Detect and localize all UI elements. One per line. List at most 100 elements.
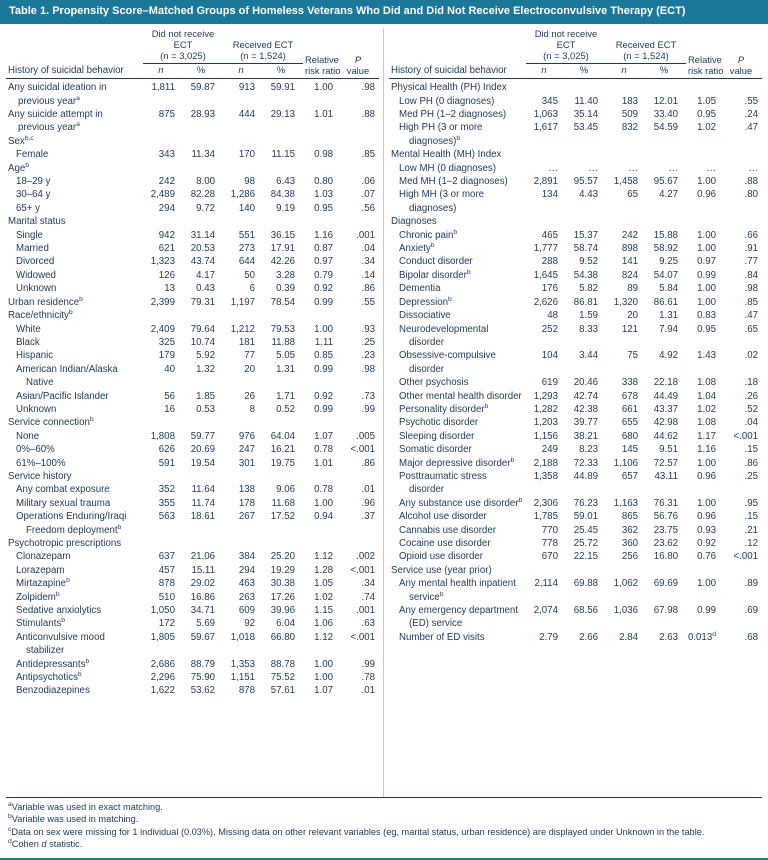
table-row: Other mental health disorder 1,293 42.74 67…: [389, 390, 762, 403]
n-no-ect-cell: 465: [541, 229, 558, 241]
pct-no-ect-cell: 39.77: [573, 417, 598, 429]
group-header-n: (n = 1,524): [623, 50, 669, 62]
pct-ect-cell: [265, 135, 303, 148]
stub-header: History of suicidal behavior: [6, 27, 143, 80]
p-value-cell: [341, 162, 379, 175]
n-no-ect-cell: 510: [158, 591, 175, 603]
table-row: American Indian/Alaska Native 40 1.32 20 1.3…: [6, 363, 379, 390]
relative-risk-ratio-cell: 1.04: [697, 390, 716, 402]
pct-ect-cell: 44.49: [653, 390, 678, 402]
row-label: Unknown: [16, 283, 57, 295]
relative-risk-ratio-cell: [303, 215, 341, 228]
n-no-ect-cell: 40: [164, 363, 175, 375]
p-value-cell: .26: [744, 390, 758, 402]
pct-ect-cell: [265, 309, 303, 322]
n-ect-cell: 1,353: [230, 658, 255, 670]
n-no-ect-cell: 179: [158, 350, 175, 362]
n-ect-cell: 655: [621, 417, 638, 429]
group-header-n: (n = 3,025): [160, 50, 206, 62]
n-ect-cell: [223, 309, 265, 322]
p-value-cell: .07: [361, 189, 375, 201]
pct-ect-cell: 9.19: [276, 202, 295, 214]
relative-risk-ratio-cell: [303, 309, 341, 322]
pct-no-ect-cell: 58.74: [573, 243, 598, 255]
table-row: Cocaine use disorder 778 25.72 360 23.62 0.92…: [389, 537, 762, 550]
pct-no-ect-cell: 28.93: [190, 109, 215, 120]
row-label: Unknown: [16, 403, 57, 415]
n-no-ect-cell: 2,074: [533, 605, 558, 617]
pct-ect-cell: 6.04: [276, 618, 295, 630]
row-label: Low MH (0 diagnoses): [399, 162, 496, 174]
n-no-ect-cell: [143, 537, 185, 550]
row-label: Any substance use disorderb: [399, 496, 523, 509]
table-row: Cannabis use disorder 770 25.45 362 23.75 0.9…: [389, 524, 762, 537]
row-label: Conduct disorder: [399, 256, 473, 268]
pct-no-ect-cell: 11.40: [574, 95, 598, 107]
pct-no-ect-cell: [185, 309, 223, 322]
relative-risk-ratio-cell: 1.08: [697, 417, 716, 429]
relative-risk-ratio-cell: 1.02: [697, 122, 716, 134]
relative-risk-ratio-cell: 0.97: [697, 256, 716, 268]
row-label: Single: [16, 229, 43, 241]
pct-subheader: %: [567, 63, 606, 80]
pct-ect-cell: 44.62: [653, 430, 678, 442]
relative-risk-ratio-cell: 0.76: [697, 551, 716, 563]
n-ect-cell: 294: [238, 564, 255, 576]
p-rest: value: [346, 64, 370, 76]
p-value-cell: [341, 135, 379, 148]
p-value-cell: .01: [361, 484, 375, 496]
footnote-c: cData on sex were missing for 1 individu…: [8, 825, 705, 837]
n-ect-cell: 242: [621, 229, 638, 241]
pct-no-ect-cell: [185, 135, 223, 148]
relative-risk-ratio-cell: 0.98: [314, 149, 333, 161]
table-row: Benzodiazepines 1,622 53.62 878 57.61 1.07 .01: [6, 684, 379, 697]
n-ect-cell: 1,163: [613, 497, 638, 509]
p-value-cell: [724, 148, 762, 161]
footnote-a: aVariable was used in exact matching.: [8, 800, 163, 812]
pct-ect-cell: 88.78: [270, 658, 295, 670]
pct-ect-cell: [648, 215, 686, 228]
relative-risk-ratio-cell: 0.96: [697, 189, 716, 201]
relative-risk-ratio-cell: 1.00: [314, 82, 333, 94]
row-label: Major depressive disorderb: [399, 456, 515, 469]
p-value-cell: .66: [744, 229, 758, 241]
pct-ect-cell: 9.06: [276, 484, 295, 496]
pct-subheader: %: [647, 63, 686, 80]
pct-ect-cell: 36.15: [270, 229, 295, 241]
row-label: Personality disorderb: [399, 402, 489, 415]
n-ect-cell: 1,320: [613, 296, 638, 308]
section-label: Sexb,c: [8, 134, 34, 147]
n-ect-cell: 121: [621, 323, 638, 335]
p-value-cell: .73: [361, 390, 375, 402]
p-value-cell: [341, 537, 379, 550]
relative-risk-ratio-cell: 1.05: [697, 95, 716, 107]
n-no-ect-cell: 670: [541, 551, 558, 563]
pct-no-ect-cell: 20.46: [573, 377, 598, 389]
pct-no-ect-cell: 76.23: [573, 497, 598, 509]
row-label: Neurodevelopmental disorder: [399, 323, 489, 348]
n-subheader: n: [525, 63, 568, 80]
p-value-cell: .96: [361, 497, 375, 509]
n-no-ect-cell: [143, 309, 185, 322]
pct-ect-cell: 69.69: [653, 578, 678, 590]
pct-no-ect-cell: 4.43: [579, 189, 598, 201]
relative-risk-ratio-cell: 1.03: [314, 189, 333, 201]
n-no-ect-cell: 252: [541, 323, 558, 335]
pct-no-ect-cell: 15.37: [573, 229, 598, 241]
p-value-cell: …: [748, 162, 758, 174]
row-label: Obsessive-compulsive disorder: [399, 350, 496, 375]
pct-no-ect-cell: 15.11: [191, 564, 215, 576]
n-ect-cell: 183: [621, 95, 638, 107]
footnote-b: bVariable was used in matching.: [8, 813, 139, 825]
pct-no-ect-cell: 68.56: [573, 605, 598, 617]
p-value-header: P value: [724, 27, 762, 80]
table-row: Female 343 11.34 170 11.15 0.98 .85: [6, 148, 379, 161]
row-label: American Indian/Alaska Native: [16, 363, 118, 389]
n-no-ect-cell: 1,063: [533, 109, 558, 120]
n-no-ect-cell: 1,203: [533, 417, 558, 429]
n-ect-cell: 609: [238, 605, 255, 617]
footnote-d: dCohen d statistic.: [8, 838, 83, 850]
pct-no-ect-cell: 79.64: [190, 323, 215, 335]
n-no-ect-cell: 2,306: [533, 497, 558, 509]
p-value-cell: .34: [361, 256, 375, 268]
